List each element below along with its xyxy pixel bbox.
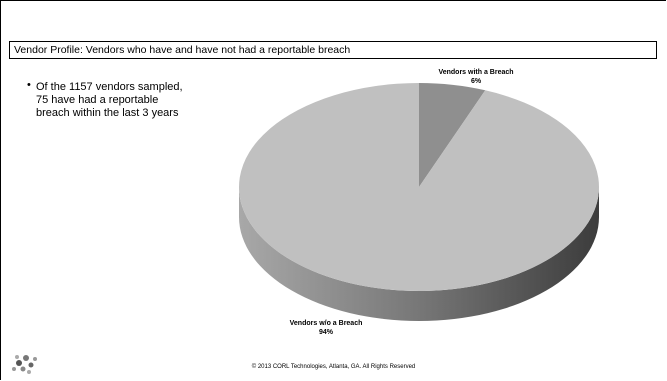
bullet-text: Of the 1157 vendors sampled, 75 have had… — [27, 79, 186, 120]
slide-title: Vendor Profile: Vendors who have and hav… — [9, 41, 657, 59]
pie-side — [239, 187, 599, 321]
value-label: 94% — [318, 329, 333, 336]
pie-slice — [419, 83, 486, 187]
logo — [12, 355, 37, 374]
category-label: Vendors with a Breach — [438, 69, 514, 76]
data-label: Vendors w/o a Breach 94% — [286, 319, 366, 337]
pie-slice — [239, 83, 600, 291]
value-label: 6% — [470, 78, 482, 85]
data-label: Vendors with a Breach 6% — [436, 68, 516, 86]
footer: © 2013 CORL Technologies, Atlanta, GA. A… — [251, 364, 416, 370]
category-label: Vendors w/o a Breach — [289, 320, 363, 327]
